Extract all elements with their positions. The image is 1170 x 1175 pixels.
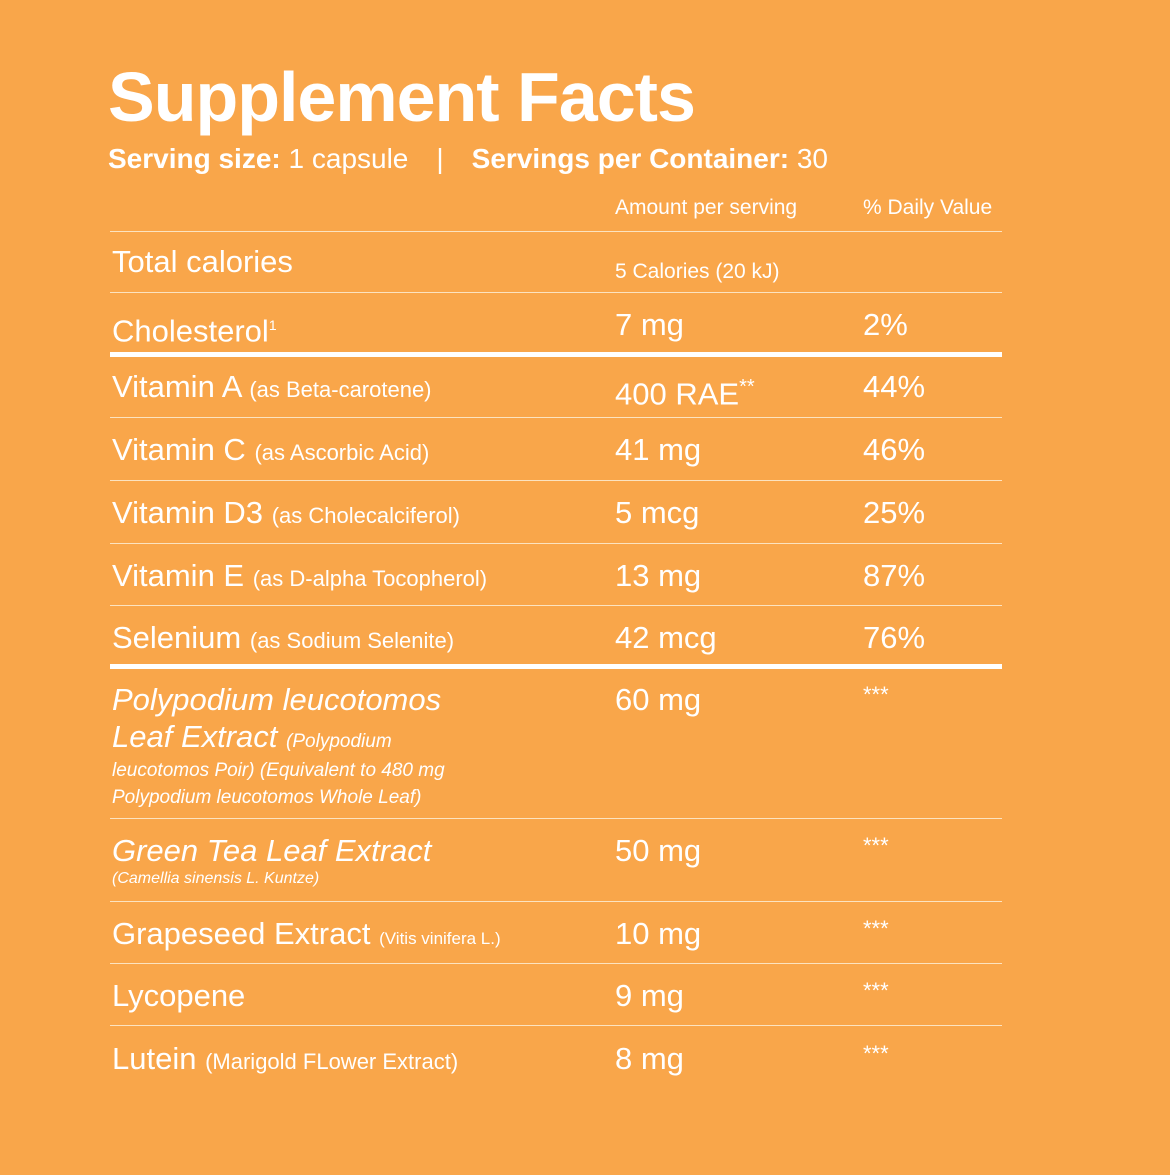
- row-cholesterol: Cholesterol1 7 mg 2%: [0, 305, 1170, 348]
- divider: [110, 1025, 1002, 1026]
- nutrient-name: Grapeseed Extract (Vitis vinifera L.): [112, 916, 501, 951]
- divider: [110, 605, 1002, 606]
- nutrient-dv: ***: [863, 916, 889, 941]
- nutrient-dv: ***: [863, 1041, 889, 1066]
- thick-divider: [110, 352, 1002, 357]
- servings-per-container-value: 30: [796, 143, 829, 174]
- nutrient-dv: 2%: [863, 307, 908, 342]
- nutrient-name: Vitamin D3 (as Cholecalciferol): [112, 495, 460, 530]
- servings-per-container-label: Servings per Container:: [471, 143, 790, 174]
- nutrient-amount: 9 mg: [615, 978, 684, 1013]
- nutrient-name: Green Tea Leaf Extract (Camellia sinensi…: [112, 833, 432, 887]
- nutrient-dv: ***: [863, 833, 889, 858]
- nutrient-name: Selenium (as Sodium Selenite): [112, 620, 455, 655]
- row-vitamin-c: Vitamin C (as Ascorbic Acid) 41 mg 46%: [0, 430, 1170, 470]
- divider: [110, 292, 1002, 293]
- row-total-calories: Total calories 5 Calories (20 kJ): [0, 242, 1170, 283]
- row-green-tea: Green Tea Leaf Extract (Camellia sinensi…: [0, 831, 1170, 891]
- nutrient-amount: 8 mg: [615, 1041, 684, 1076]
- separator: |: [436, 143, 444, 174]
- row-vitamin-d3: Vitamin D3 (as Cholecalciferol) 5 mcg 25…: [0, 493, 1170, 533]
- serving-info: Serving size: 1 capsule | Servings per Con…: [108, 142, 828, 176]
- nutrient-dv: 25%: [863, 495, 926, 530]
- nutrient-dv: 76%: [863, 620, 926, 655]
- divider: [110, 417, 1002, 418]
- nutrient-amount: 5 Calories (20 kJ): [615, 260, 780, 283]
- nutrient-dv: 46%: [863, 432, 926, 467]
- row-grapeseed: Grapeseed Extract (Vitis vinifera L.) 10…: [0, 914, 1170, 954]
- nutrient-name: Vitamin A (as Beta-carotene): [112, 369, 432, 404]
- nutrient-amount: 10 mg: [615, 916, 702, 951]
- nutrient-name: Lutein (Marigold FLower Extract): [112, 1041, 459, 1076]
- row-polypodium: Polypodium leucotomos Leaf Extract (Poly…: [0, 680, 1170, 810]
- nutrient-name: Polypodium leucotomos Leaf Extract (Poly…: [112, 682, 445, 808]
- row-selenium: Selenium (as Sodium Selenite) 42 mcg 76%: [0, 618, 1170, 658]
- nutrient-amount: 60 mg: [615, 682, 702, 717]
- serving-size-value: 1 capsule: [288, 143, 409, 174]
- nutrient-amount: 50 mg: [615, 833, 702, 868]
- amount-column-header: Amount per serving: [615, 196, 798, 219]
- serving-size-label: Serving size:: [108, 143, 281, 174]
- divider: [110, 543, 1002, 544]
- nutrient-dv: ***: [863, 682, 889, 707]
- nutrient-amount: 42 mcg: [615, 620, 717, 655]
- row-lutein: Lutein (Marigold FLower Extract) 8 mg **…: [0, 1039, 1170, 1079]
- nutrient-amount: 5 mcg: [615, 495, 700, 530]
- divider: [110, 901, 1002, 902]
- dv-column-header: % Daily Value: [863, 196, 993, 219]
- nutrient-amount: 400 RAE**: [615, 376, 755, 412]
- nutrient-dv: ***: [863, 978, 889, 1003]
- divider: [110, 963, 1002, 964]
- nutrient-name: Vitamin E (as D-alpha Tocopherol): [112, 558, 488, 593]
- nutrient-amount: 7 mg: [615, 307, 684, 342]
- nutrient-name: Vitamin C (as Ascorbic Acid): [112, 432, 430, 467]
- nutrient-name: Lycopene: [112, 978, 246, 1013]
- nutrient-dv: 87%: [863, 558, 926, 593]
- nutrient-name: Total calories: [112, 244, 293, 279]
- nutrient-amount: 13 mg: [615, 558, 702, 593]
- page-title: Supplement Facts: [108, 58, 696, 136]
- nutrient-name: Cholesterol1: [112, 313, 277, 349]
- row-vitamin-a: Vitamin A (as Beta-carotene) 400 RAE** 4…: [0, 367, 1170, 411]
- divider: [110, 480, 1002, 481]
- divider: [110, 231, 1002, 232]
- thick-divider: [110, 664, 1002, 669]
- nutrient-dv: 44%: [863, 369, 926, 404]
- nutrient-amount: 41 mg: [615, 432, 702, 467]
- row-lycopene: Lycopene 9 mg ***: [0, 976, 1170, 1016]
- divider: [110, 818, 1002, 819]
- row-vitamin-e: Vitamin E (as D-alpha Tocopherol) 13 mg …: [0, 556, 1170, 596]
